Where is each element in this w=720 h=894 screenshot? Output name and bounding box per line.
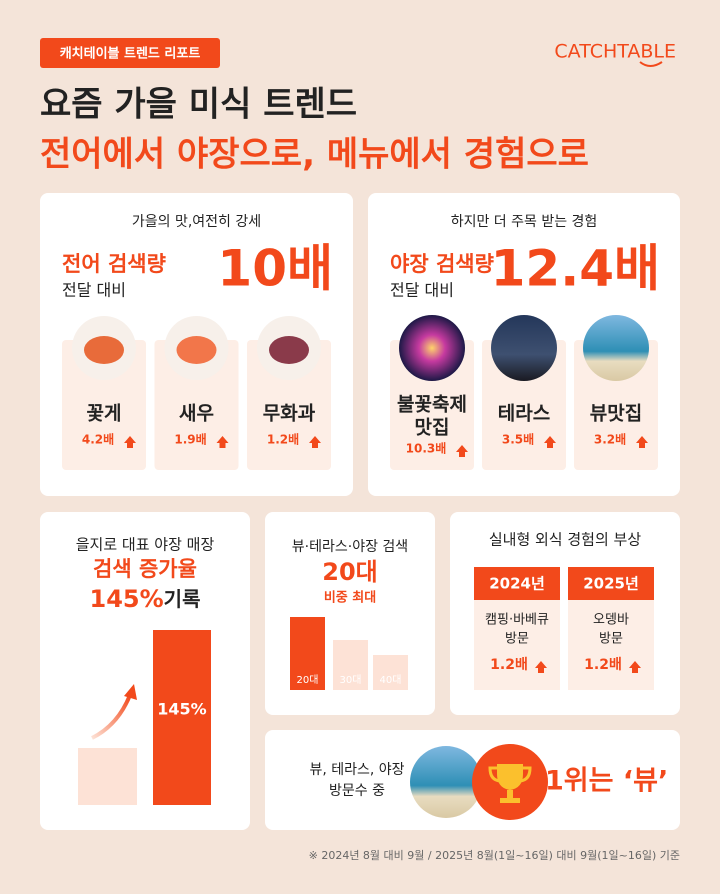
item-box (62, 340, 146, 470)
age-bar (373, 655, 408, 690)
bar-after (153, 630, 211, 805)
age-bar-label: 40대 (380, 674, 402, 686)
indoor-heading: 실내형 외식 경험의 부상 (489, 531, 642, 549)
metric-sub: 전달 대비 (390, 281, 454, 300)
trophy-handles (488, 766, 532, 783)
up-arrow (309, 436, 321, 448)
item-box (247, 340, 331, 470)
year-head (568, 567, 654, 600)
panel-heading: 가을의 맛,여전히 강세 (132, 214, 261, 230)
year-change: 1.2배 (584, 657, 622, 673)
item-photo-food (84, 336, 124, 364)
up-arrow (636, 436, 648, 448)
item-name: 테라스 (498, 403, 550, 425)
age-note: 비중 최대 (324, 591, 376, 606)
metric-value: 12.4배 (491, 240, 660, 298)
item-change: 10.3배 (406, 441, 447, 456)
store-line: 검색 증가율 (93, 557, 197, 581)
year: 2024년 (489, 575, 545, 593)
up-arrow (456, 445, 468, 457)
view-line: 뷰, 테라스, 야장 (309, 762, 404, 778)
view-line: 방문수 중 (329, 783, 385, 799)
age-heading: 뷰·테라스·야장 검색 (292, 539, 408, 555)
up-arrow (535, 661, 547, 673)
item-change: 3.5배 (502, 432, 534, 447)
item-name: 무화과 (263, 403, 316, 425)
item-photo-food (176, 336, 217, 364)
trophy (497, 764, 523, 803)
item-photo (583, 315, 649, 381)
item-change: 4.2배 (82, 432, 114, 447)
item-box (154, 340, 239, 470)
year: 2025년 (583, 575, 639, 593)
up-arrow (124, 436, 136, 448)
item-change: 1.2배 (267, 432, 299, 447)
store-rate: 145%기록 (90, 585, 201, 613)
up-arrow (629, 661, 641, 673)
bar-label: 145% (157, 700, 206, 719)
item-name: 맛집 (415, 417, 450, 439)
item-change: 1.9배 (174, 432, 206, 447)
logo: CATCHTABLE (554, 41, 676, 63)
logo-smile (639, 61, 663, 67)
item-photo (399, 315, 465, 381)
metric-label: 야장 검색량 (390, 252, 494, 276)
age-value: 20대 (322, 558, 377, 586)
arrow (91, 694, 132, 740)
year-head (474, 567, 560, 600)
up-arrow (544, 436, 556, 448)
tag-box (40, 38, 220, 68)
tag: 캐치테이블 트렌드 리포트 (60, 46, 201, 62)
subtitle: 전어에서 야장으로, 메뉴에서 경험으로 (40, 135, 589, 175)
footnote: ※ 2024년 8월 대비 9월 / 2025년 8월(1일~16일) 대비 9… (309, 848, 680, 862)
view-result: 1위는 ‘뷰’ (545, 766, 668, 797)
item-photo (491, 315, 557, 381)
age-bar-label: 30대 (340, 674, 362, 686)
item-photo-food (269, 336, 309, 364)
arrow-head (124, 684, 137, 700)
bar-before (78, 748, 137, 805)
item-name: 꽃게 (87, 403, 122, 425)
age-bar-label: 20대 (297, 674, 319, 686)
year-change: 1.2배 (490, 657, 528, 673)
item-change: 3.2배 (594, 432, 626, 447)
rate-suffix: 기록 (164, 587, 201, 611)
year-line: 방문 (599, 632, 623, 647)
age-bar (333, 640, 368, 690)
store-heading: 을지로 대표 야장 매장 (76, 536, 215, 554)
metric-sub: 전달 대비 (62, 281, 126, 300)
item-name: 뷰맛집 (590, 403, 642, 425)
age-bar (290, 617, 325, 690)
item-name: 불꽃축제 (397, 394, 467, 416)
up-arrow (216, 436, 229, 448)
panel-heading: 하지만 더 주목 받는 경험 (451, 214, 598, 230)
item-name: 새우 (179, 403, 214, 425)
beach-photo (410, 746, 482, 818)
metric-value: 10배 (217, 240, 333, 298)
year-line: 캠핑·바베큐 (485, 613, 549, 628)
title: 요즘 가을 미식 트렌드 (40, 85, 357, 125)
metric-label: 전어 검색량 (62, 252, 166, 276)
rate: 145% (90, 585, 164, 613)
year-line: 오뎅바 (593, 613, 629, 628)
year-line: 방문 (505, 632, 529, 647)
